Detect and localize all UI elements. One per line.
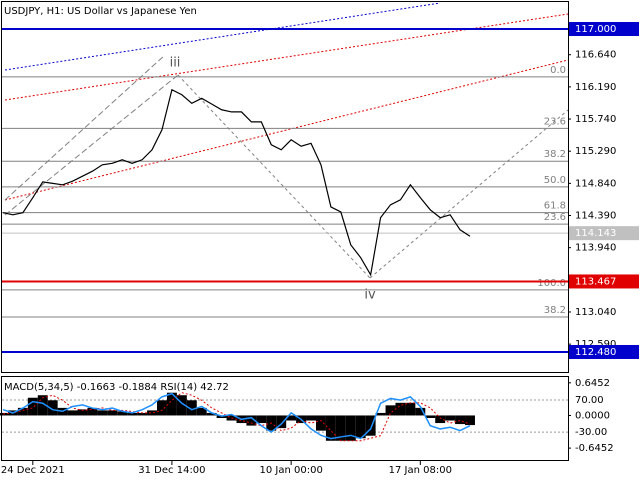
rsi-line bbox=[2, 392, 471, 440]
wave-line bbox=[4, 74, 179, 216]
fib-label: 50.0 bbox=[544, 175, 566, 186]
y-tick-label: 114.390 bbox=[575, 211, 616, 222]
macd-bar bbox=[186, 400, 197, 416]
macd-bar bbox=[107, 410, 118, 416]
y-tick-label: 112.590 bbox=[575, 339, 616, 350]
y-tick-label: 114.840 bbox=[575, 178, 616, 189]
macd-bar bbox=[306, 415, 316, 421]
macd-bar bbox=[325, 415, 336, 441]
macd-bar bbox=[355, 415, 366, 439]
x-tick-label: 31 Dec 14:00 bbox=[138, 465, 205, 476]
price-tag-label: 112.480 bbox=[575, 347, 616, 358]
y-tick-label: 116.640 bbox=[575, 50, 616, 61]
macd-bar bbox=[176, 395, 187, 416]
macd-bar bbox=[87, 407, 98, 416]
price-tag bbox=[569, 226, 639, 241]
macd-bar bbox=[37, 395, 48, 416]
price-tag bbox=[569, 22, 639, 37]
fib-label: 0.0 bbox=[550, 65, 566, 76]
macd-bar bbox=[206, 412, 217, 416]
macd-bar bbox=[147, 410, 158, 416]
fib-label: 23.6 bbox=[544, 116, 566, 127]
indicator-label: MACD(5,34,5) -0.1663 -0.1884 RSI(14) 42.… bbox=[4, 382, 229, 393]
macd-bar bbox=[157, 400, 167, 416]
macd-bar bbox=[385, 405, 396, 416]
macd-bar bbox=[405, 402, 416, 416]
macd-bar bbox=[137, 412, 148, 416]
macd-bar bbox=[415, 407, 426, 416]
wave-label: iv bbox=[364, 288, 376, 303]
y-tick-label: 115.740 bbox=[575, 114, 616, 125]
macd-bar bbox=[455, 415, 466, 425]
wave-line bbox=[369, 109, 569, 279]
macd-bar bbox=[425, 415, 436, 418]
macd-bar bbox=[67, 410, 78, 416]
y-tick-label: 115.290 bbox=[575, 146, 616, 157]
price-line bbox=[2, 88, 471, 277]
y-tick-label: 116.190 bbox=[575, 82, 616, 93]
macd-bar bbox=[166, 392, 177, 416]
signal-line bbox=[2, 392, 471, 442]
price-tag bbox=[569, 274, 639, 289]
channel-line bbox=[4, 2, 441, 71]
y-tick-label: 0.6452 bbox=[575, 378, 610, 389]
macd-bar bbox=[246, 415, 257, 426]
macd-bar bbox=[375, 412, 386, 416]
y-tick-label: -0.6452 bbox=[575, 443, 614, 454]
macd-bar bbox=[345, 415, 356, 441]
macd-bar bbox=[77, 409, 88, 416]
macd-bar bbox=[465, 415, 475, 426]
x-tick-label: 24 Dec 2021 bbox=[1, 465, 65, 476]
channel-line bbox=[4, 59, 569, 201]
macd-bar bbox=[127, 412, 138, 416]
chart-title: USDJPY, H1: US Dollar vs Japanese Yen bbox=[4, 6, 197, 17]
macd-bar bbox=[335, 415, 346, 441]
macd-bar bbox=[196, 407, 207, 416]
y2-tick-label: -30.00 bbox=[575, 427, 607, 438]
macd-frame bbox=[1, 376, 569, 461]
wave-label: iii bbox=[170, 56, 181, 71]
y-tick-label: 0.0000 bbox=[575, 410, 610, 421]
price-tag-label: 113.467 bbox=[575, 276, 616, 287]
macd-bar bbox=[256, 415, 267, 424]
macd-bar bbox=[47, 400, 58, 416]
price-tag-label: 117.000 bbox=[575, 24, 616, 35]
macd-bar bbox=[117, 411, 128, 416]
channel-line bbox=[4, 13, 569, 101]
fib-label: 38.2 bbox=[544, 149, 566, 160]
macd-bar bbox=[315, 415, 326, 431]
macd-bar bbox=[395, 402, 406, 416]
fib-label: 38.2 bbox=[544, 305, 566, 316]
y-tick-label: 113.940 bbox=[575, 243, 616, 254]
price-tag-label: 114.143 bbox=[575, 228, 616, 239]
x-tick-label: 17 Jan 08:00 bbox=[389, 465, 452, 476]
macd-bar bbox=[276, 415, 287, 429]
fib-label: 61.8 bbox=[544, 201, 566, 212]
fib-label: 100.0 bbox=[537, 278, 566, 289]
wave-line bbox=[177, 74, 371, 279]
macd-bar bbox=[286, 415, 297, 421]
macd-bar bbox=[445, 415, 456, 421]
main-frame bbox=[1, 1, 569, 373]
macd-bar bbox=[27, 397, 38, 416]
macd-bar bbox=[97, 410, 108, 416]
x-tick-label: 10 Jan 00:00 bbox=[259, 465, 322, 476]
y2-tick-label: 70.00 bbox=[575, 395, 604, 406]
price-tag bbox=[569, 344, 639, 359]
macd-bar bbox=[435, 415, 446, 424]
macd-bar bbox=[365, 415, 376, 436]
macd-bar bbox=[17, 407, 28, 416]
fib-label: 23.6 bbox=[544, 212, 566, 223]
y-tick-label: 113.040 bbox=[575, 307, 616, 318]
